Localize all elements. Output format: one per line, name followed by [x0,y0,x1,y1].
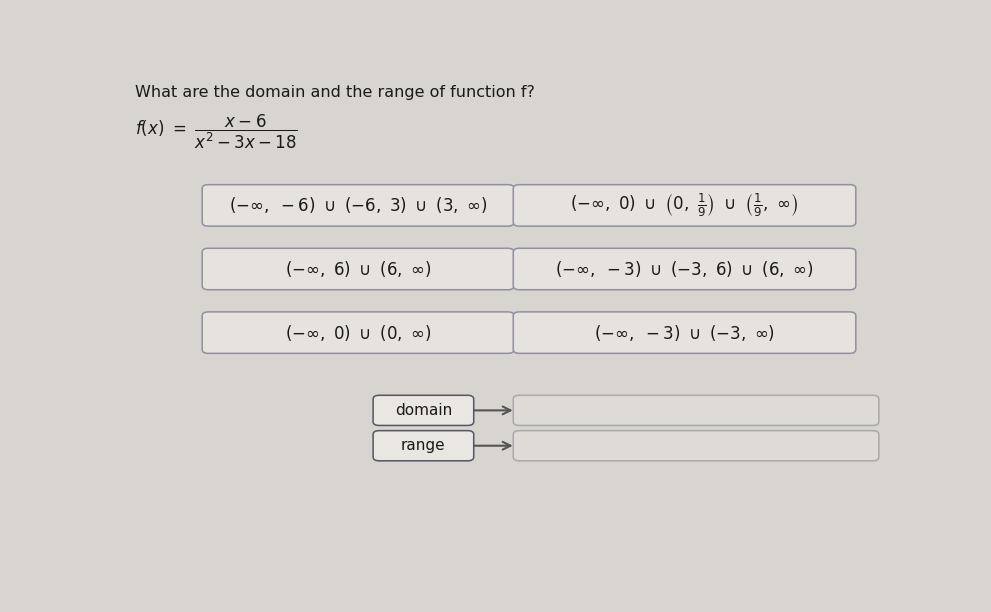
Text: What are the domain and the range of function f?: What are the domain and the range of fun… [136,85,535,100]
Text: $(-\infty,\ -6)\ \cup\ (-6,\ 3)\ \cup\ (3,\ \infty)$: $(-\infty,\ -6)\ \cup\ (-6,\ 3)\ \cup\ (… [229,195,488,215]
Text: $(-\infty,\ 0)\ \cup\ (0,\ \infty)$: $(-\infty,\ 0)\ \cup\ (0,\ \infty)$ [284,323,431,343]
Text: $(-\infty,\ -3)\ \cup\ (-3,\ \infty)$: $(-\infty,\ -3)\ \cup\ (-3,\ \infty)$ [594,323,775,343]
FancyBboxPatch shape [373,431,474,461]
Text: range: range [401,438,446,453]
Text: domain: domain [394,403,452,418]
FancyBboxPatch shape [513,312,856,353]
FancyBboxPatch shape [202,248,514,289]
FancyBboxPatch shape [202,312,514,353]
Text: $(-\infty,\ 0)\ \cup\ \left(0,\ \frac{1}{9}\right)\ \cup\ \left(\frac{1}{9},\ \i: $(-\infty,\ 0)\ \cup\ \left(0,\ \frac{1}… [571,192,799,219]
FancyBboxPatch shape [373,395,474,425]
FancyBboxPatch shape [202,185,514,226]
FancyBboxPatch shape [513,395,879,425]
Text: $f(x)\ =\ \dfrac{x-6}{x^2-3x-18}$: $f(x)\ =\ \dfrac{x-6}{x^2-3x-18}$ [136,113,298,152]
FancyBboxPatch shape [513,431,879,461]
FancyBboxPatch shape [513,185,856,226]
Text: $(-\infty,\ -3)\ \cup\ (-3,\ 6)\ \cup\ (6,\ \infty)$: $(-\infty,\ -3)\ \cup\ (-3,\ 6)\ \cup\ (… [555,259,814,279]
Text: $(-\infty,\ 6)\ \cup\ (6,\ \infty)$: $(-\infty,\ 6)\ \cup\ (6,\ \infty)$ [284,259,431,279]
FancyBboxPatch shape [513,248,856,289]
